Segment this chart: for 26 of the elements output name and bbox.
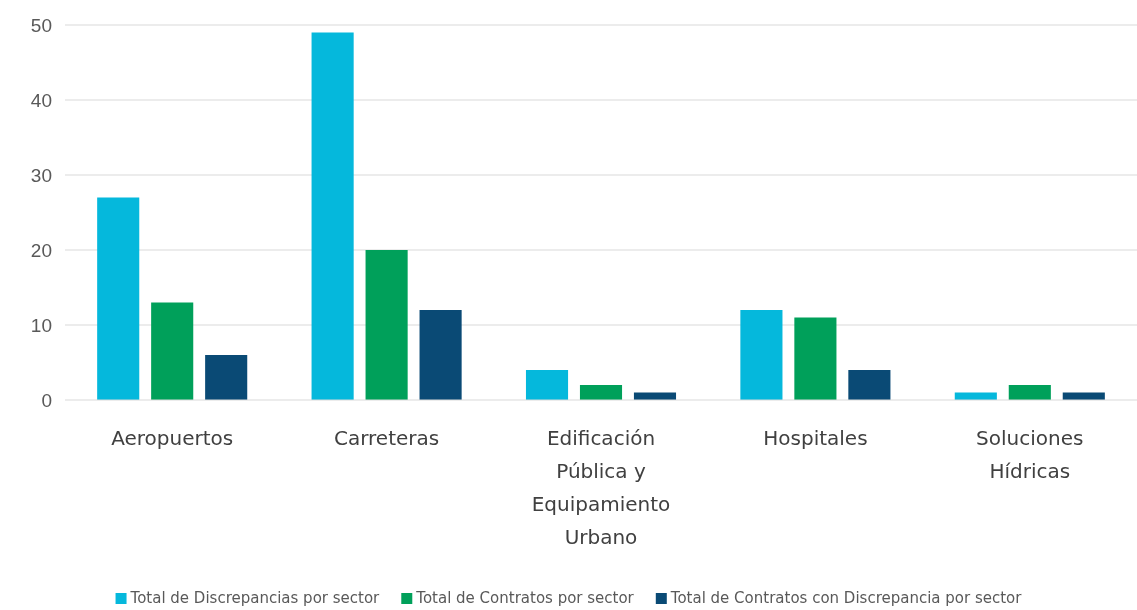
y-tick-label: 50 bbox=[30, 14, 52, 36]
y-tick-label: 20 bbox=[30, 239, 52, 261]
x-tick-label: Edificación Pública y Equipamiento Urbano bbox=[531, 426, 671, 549]
legend-label: Total de Discrepancias por sector bbox=[129, 589, 381, 607]
x-tick-label: Carreteras bbox=[333, 426, 440, 450]
x-tick-label: Aeropuertos bbox=[111, 426, 234, 450]
y-tick-label: 10 bbox=[30, 314, 52, 336]
legend-label: Total de Contratos con Discrepancia por sector bbox=[669, 589, 1023, 607]
bar bbox=[1008, 385, 1051, 400]
y-tick-label: 40 bbox=[30, 89, 52, 111]
legend-label: Total de Contratos por sector bbox=[415, 589, 635, 607]
bar bbox=[97, 197, 140, 400]
x-tick-label: Soluciones Hídricas bbox=[976, 426, 1084, 483]
bar bbox=[740, 310, 783, 400]
bar bbox=[848, 370, 891, 400]
y-tick-label: 0 bbox=[41, 389, 52, 411]
bar bbox=[525, 370, 569, 400]
bar bbox=[365, 250, 408, 400]
bar bbox=[794, 317, 837, 400]
x-tick-label: Hospitales bbox=[763, 426, 868, 450]
y-tick-label: 30 bbox=[30, 164, 52, 186]
bar bbox=[579, 385, 623, 400]
bar bbox=[419, 310, 462, 400]
bar bbox=[151, 302, 194, 400]
bar bbox=[311, 32, 354, 400]
bar bbox=[205, 355, 248, 400]
